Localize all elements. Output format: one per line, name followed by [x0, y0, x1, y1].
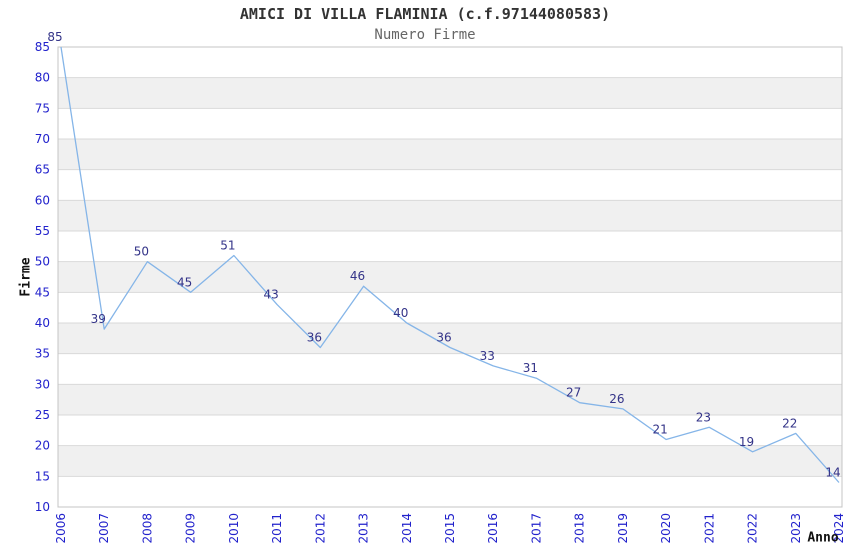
x-axis-title: Anno	[807, 530, 839, 546]
y-axis-title: Firme	[18, 257, 34, 297]
x-tick-label: 2015	[443, 513, 457, 544]
y-tick-label: 65	[35, 163, 50, 177]
y-tick-label: 50	[35, 255, 50, 269]
data-label: 26	[609, 392, 624, 406]
grid-band	[58, 445, 842, 477]
grid-band	[58, 261, 842, 293]
y-tick-label: 70	[35, 132, 50, 146]
x-tick-label: 2010	[227, 513, 241, 544]
y-tick-label: 25	[35, 408, 50, 422]
plot-border	[57, 46, 843, 508]
grid-band	[58, 77, 842, 109]
x-tick-label: 2018	[573, 513, 587, 544]
grid-band	[58, 323, 842, 354]
x-tick-label: 2022	[746, 513, 760, 544]
x-tick-label: 2023	[789, 513, 803, 544]
data-label: 43	[263, 288, 278, 302]
y-tick-label: 75	[35, 101, 50, 115]
x-tick-label: 2016	[486, 513, 500, 544]
data-label: 39	[91, 312, 106, 326]
chart-title: AMICI DI VILLA FLAMINIA (c.f.97144080583…	[239, 5, 611, 23]
data-label: 51	[220, 239, 235, 253]
data-label: 21	[652, 423, 667, 437]
y-tick-label: 45	[35, 285, 50, 299]
data-label: 23	[696, 410, 711, 424]
y-tick-label: 40	[35, 316, 50, 330]
data-label: 45	[177, 275, 192, 289]
x-tick-label: 2011	[270, 513, 284, 544]
y-tick-label: 35	[35, 347, 50, 361]
x-tick-label: 2008	[140, 513, 154, 544]
data-label: 14	[825, 465, 840, 479]
data-label: 40	[393, 306, 408, 320]
grid-band	[58, 200, 842, 231]
grid-band	[58, 384, 842, 415]
y-tick-label: 30	[35, 377, 50, 391]
y-tick-label: 60	[35, 193, 50, 207]
grid-band	[58, 139, 842, 170]
x-tick-label: 2012	[313, 513, 327, 544]
x-tick-label: 2014	[400, 513, 414, 544]
data-label: 46	[350, 269, 365, 283]
y-tick-label: 20	[35, 439, 50, 453]
x-tick-label: 2009	[184, 513, 198, 544]
x-tick-label: 2007	[97, 513, 111, 544]
data-label: 36	[307, 331, 322, 345]
y-tick-label: 80	[35, 71, 50, 85]
x-tick-label: 2019	[616, 513, 630, 544]
x-tick-label: 2020	[659, 513, 673, 544]
x-tick-label: 2024	[832, 513, 846, 544]
data-label: 33	[480, 349, 495, 363]
data-polyline	[60, 46, 840, 483]
data-label: 85	[47, 30, 62, 44]
data-label: 50	[134, 245, 149, 259]
x-tick-label: 2021	[702, 513, 716, 544]
chart-subtitle: Numero Firme	[374, 27, 476, 43]
data-label: 19	[739, 435, 754, 449]
data-label: 36	[436, 331, 451, 345]
data-label: 22	[782, 416, 797, 430]
data-label: 31	[523, 361, 538, 375]
x-tick-label: 2006	[54, 513, 68, 544]
y-tick-label: 15	[35, 469, 50, 483]
y-tick-label: 10	[35, 500, 50, 514]
x-tick-label: 2017	[529, 513, 543, 544]
x-tick-label: 2013	[357, 513, 371, 544]
y-tick-label: 85	[35, 40, 50, 54]
data-label: 27	[566, 386, 581, 400]
y-tick-label: 55	[35, 224, 50, 238]
